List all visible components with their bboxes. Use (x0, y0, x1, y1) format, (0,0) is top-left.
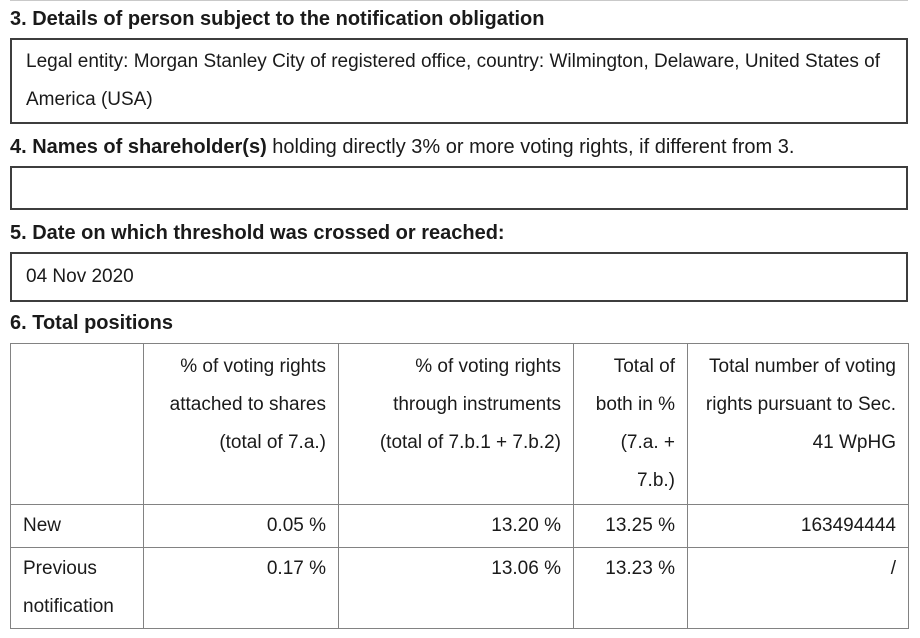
section-6-heading: 6. Total positions (10, 312, 173, 334)
previous-total-pct: 13.23 % (573, 547, 688, 629)
previous-instruments-pct: 13.06 % (338, 547, 574, 629)
section-4-heading-rest: holding directly 3% or more voting right… (266, 136, 795, 158)
new-total-pct: 13.25 % (573, 504, 688, 548)
total-positions-table: % of voting rights attached to shares (t… (10, 343, 909, 629)
section-4-heading: 4. Names of shareholder(s) holding direc… (10, 135, 908, 159)
previous-total-voting-rights: / (687, 547, 909, 629)
section-4-heading-bold: 4. Names of shareholder(s) (10, 136, 267, 158)
section-5-value-box: 04 Nov 2020 (10, 252, 908, 302)
legal-entity-value: Legal entity: Morgan Stanley City of reg… (26, 51, 881, 110)
section-4-value-box (10, 166, 908, 210)
table-row-previous-notification: Previous notification 0.17 % 13.06 % 13.… (10, 547, 909, 629)
section-3-value-box: Legal entity: Morgan Stanley City of reg… (10, 38, 908, 124)
column-header-total-both: Total of both in % (7.a. + 7.b.) (573, 343, 688, 505)
row-label-previous-notification: Previous notification (10, 547, 144, 629)
new-total-voting-rights: 163494444 (687, 504, 909, 548)
column-header-total-voting-rights: Total number of voting rights pursuant t… (687, 343, 909, 505)
section-3-heading: 3. Details of person subject to the noti… (10, 8, 545, 30)
new-shares-pct: 0.05 % (143, 504, 339, 548)
column-header-voting-rights-instruments: % of voting rights through instruments (… (338, 343, 574, 505)
table-header-row: % of voting rights attached to shares (t… (10, 343, 909, 505)
top-divider (10, 0, 908, 1)
table-row-new: New 0.05 % 13.20 % 13.25 % 163494444 (10, 504, 909, 548)
column-header-empty (10, 343, 144, 505)
new-instruments-pct: 13.20 % (338, 504, 574, 548)
row-label-new: New (10, 504, 144, 548)
section-5-heading: 5. Date on which threshold was crossed o… (10, 222, 505, 244)
threshold-date-value: 04 Nov 2020 (26, 266, 134, 287)
previous-shares-pct: 0.17 % (143, 547, 339, 629)
column-header-voting-rights-shares: % of voting rights attached to shares (t… (143, 343, 339, 505)
